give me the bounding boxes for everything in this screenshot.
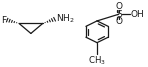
Text: F: F: [1, 16, 6, 25]
Text: OH: OH: [131, 10, 144, 19]
Text: CH$_3$: CH$_3$: [88, 54, 106, 67]
Text: NH$_2$: NH$_2$: [56, 13, 74, 25]
Text: O: O: [115, 2, 122, 11]
Text: O: O: [115, 17, 122, 26]
Text: S: S: [116, 10, 122, 19]
